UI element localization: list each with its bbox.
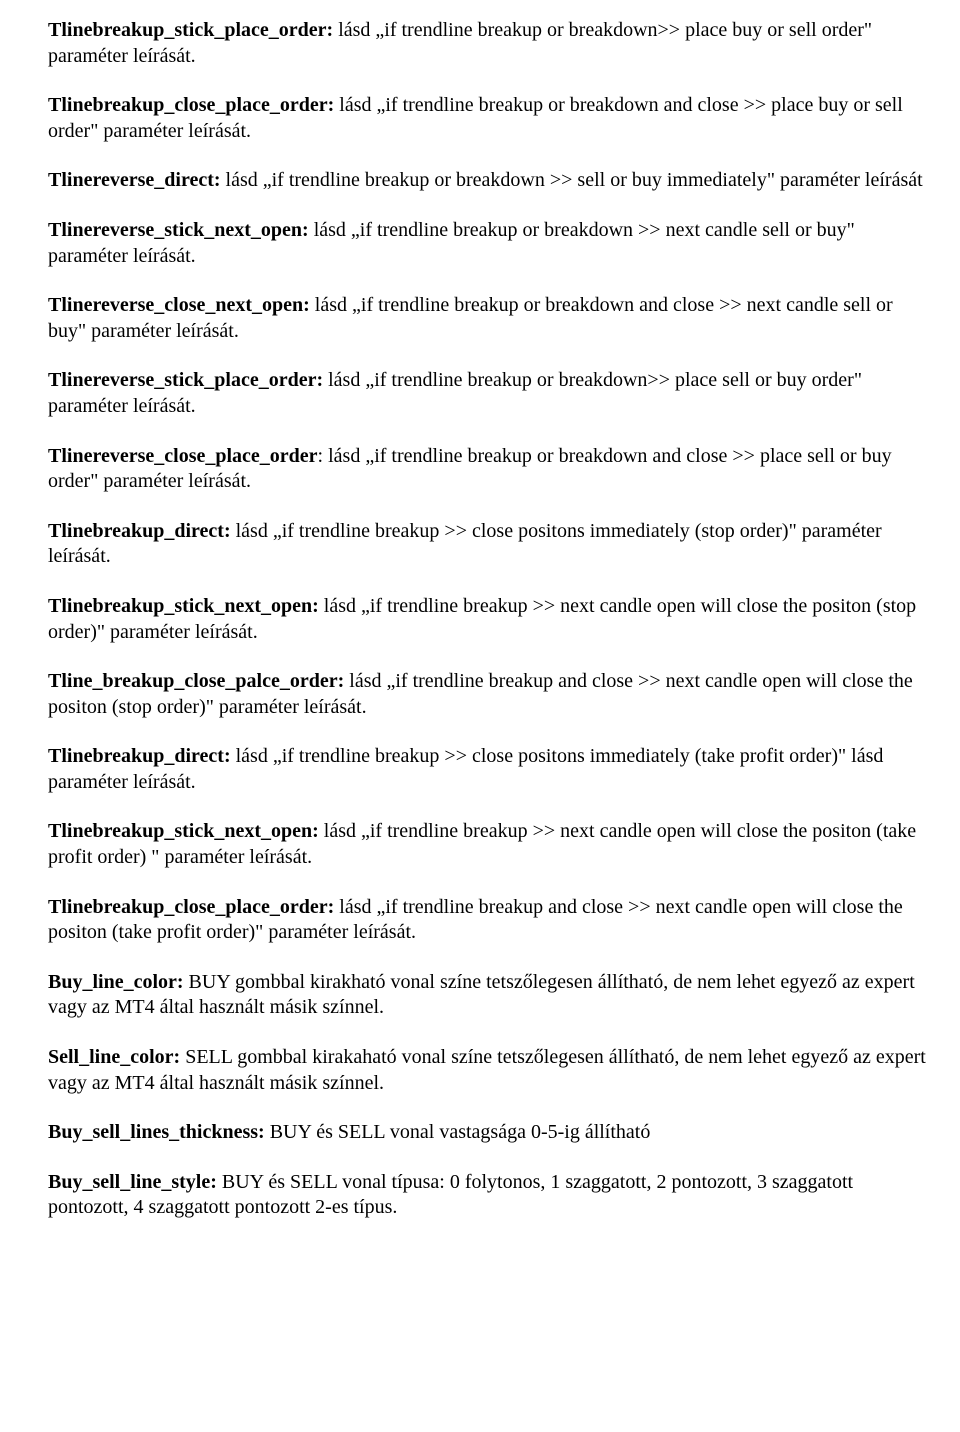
param-name: Tlinereverse_direct: [48,169,221,191]
paragraph: Tlinereverse_stick_place_order: lásd „if… [48,368,928,419]
paragraph: Tlinebreakup_direct: lásd „if trendline … [48,519,928,570]
paragraph: Sell_line_color: SELL gombbal kirakaható… [48,1045,928,1096]
param-name: Buy_line_color: [48,971,184,993]
paragraph: Tline_breakup_close_palce_order: lásd „i… [48,669,928,720]
paragraph: Tlinereverse_close_next_open: lásd „if t… [48,293,928,344]
paragraph: Tlinebreakup_close_place_order: lásd „if… [48,93,928,144]
param-name: Tlinereverse_close_next_open: [48,294,310,316]
param-name: Buy_sell_lines_thickness: [48,1121,265,1143]
param-name: Tlinebreakup_stick_place_order: [48,19,333,41]
param-name: Tline_breakup_close_palce_order: [48,670,344,692]
param-desc: lásd „if trendline breakup or breakdown … [221,169,923,191]
param-desc: BUY és SELL vonal vastagsága 0-5-ig állí… [265,1121,651,1143]
param-name: Tlinebreakup_stick_next_open: [48,820,319,842]
param-name: Tlinebreakup_direct: [48,520,231,542]
paragraph: Tlinebreakup_stick_next_open: lásd „if t… [48,819,928,870]
param-desc: SELL gombbal kirakaható vonal színe tets… [48,1046,926,1094]
param-name: Tlinereverse_stick_next_open: [48,219,309,241]
param-name: Tlinebreakup_close_place_order: [48,896,334,918]
param-name: Sell_line_color: [48,1046,180,1068]
paragraph: Tlinereverse_stick_next_open: lásd „if t… [48,218,928,269]
document-page: Tlinebreakup_stick_place_order: lásd „if… [0,0,960,1269]
param-name: Tlinereverse_close_place_order [48,445,318,467]
param-name: Buy_sell_line_style: [48,1171,217,1193]
paragraph: Tlinebreakup_stick_place_order: lásd „if… [48,18,928,69]
paragraph: Tlinereverse_direct: lásd „if trendline … [48,168,928,194]
param-name: Tlinebreakup_close_place_order: [48,94,334,116]
paragraph: Tlinebreakup_direct: lásd „if trendline … [48,744,928,795]
param-name: Tlinebreakup_stick_next_open: [48,595,319,617]
param-name: Tlinereverse_stick_place_order: [48,369,323,391]
paragraph: Buy_line_color: BUY gombbal kirakható vo… [48,970,928,1021]
paragraph: Tlinebreakup_stick_next_open: lásd „if t… [48,594,928,645]
paragraph: Tlinereverse_close_place_order: lásd „if… [48,444,928,495]
param-name: Tlinebreakup_direct: [48,745,231,767]
paragraph: Tlinebreakup_close_place_order: lásd „if… [48,895,928,946]
paragraph: Buy_sell_lines_thickness: BUY és SELL vo… [48,1120,928,1146]
paragraph: Buy_sell_line_style: BUY és SELL vonal t… [48,1170,928,1221]
